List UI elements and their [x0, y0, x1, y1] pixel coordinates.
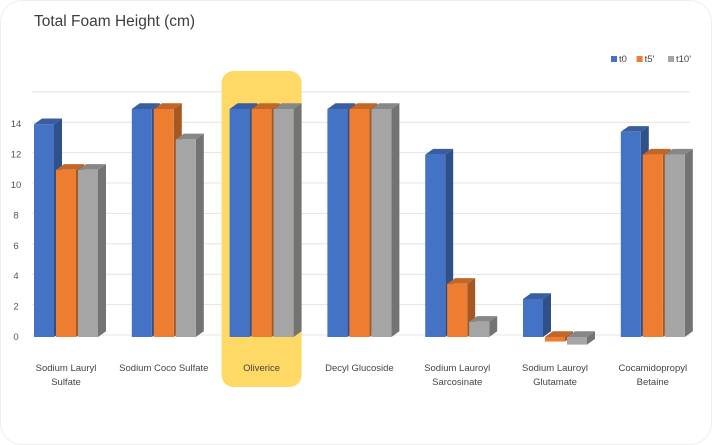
bar — [131, 109, 152, 337]
bar — [371, 109, 392, 337]
bar-top — [78, 164, 106, 170]
y-tick-label: 12 — [11, 150, 22, 161]
bar-top — [447, 278, 476, 284]
bar-top — [349, 103, 378, 109]
bar-top — [523, 293, 551, 299]
bar-top — [153, 103, 182, 109]
bar-side — [489, 316, 498, 337]
bar-top — [642, 148, 671, 155]
bar-side — [98, 164, 106, 337]
x-category-label: Sodium Lauroyl — [522, 363, 588, 374]
bar — [523, 299, 543, 337]
bar — [229, 109, 250, 337]
legend-label: t10' — [676, 54, 691, 65]
x-category-label: Betaine — [637, 377, 669, 388]
bar-top — [327, 103, 356, 109]
x-category-label: Sodium Coco Sulfate — [119, 363, 208, 374]
bar — [327, 109, 348, 337]
bar-top — [273, 103, 302, 109]
bar — [175, 139, 196, 337]
x-category-label: Decyl Glucoside — [325, 363, 394, 374]
x-category-label: Cocamidopropyl — [618, 363, 687, 374]
x-category-label: Oliverice — [243, 363, 280, 374]
x-category-label: Sarcosinate — [432, 377, 482, 388]
bar-top — [567, 331, 595, 337]
y-tick-label: 14 — [11, 119, 22, 130]
bar-top — [371, 103, 400, 109]
legend-swatch — [668, 56, 674, 62]
bar — [251, 109, 272, 337]
bar-top — [34, 118, 62, 125]
x-category-label: Glutamate — [533, 377, 577, 388]
bar-top — [131, 103, 160, 109]
bar — [545, 337, 565, 342]
bar — [425, 154, 446, 337]
legend-label: t0 — [619, 54, 627, 65]
bar — [78, 169, 98, 337]
bar — [56, 169, 76, 337]
bar-top — [175, 133, 204, 140]
bar-side — [391, 103, 400, 338]
bar — [153, 109, 174, 337]
bar-top — [469, 316, 498, 322]
legend-label: t5' — [645, 54, 655, 65]
y-tick-label: 6 — [13, 241, 18, 252]
y-tick-label: 8 — [13, 210, 18, 221]
bar-side — [543, 293, 551, 337]
legend-swatch — [636, 56, 643, 62]
bar — [642, 154, 663, 337]
bar-top — [620, 126, 649, 132]
bar-top — [425, 148, 454, 155]
y-tick-label: 10 — [11, 180, 22, 191]
bar-top — [545, 331, 573, 337]
bar — [447, 283, 468, 337]
bar — [273, 109, 294, 337]
bar — [664, 154, 685, 337]
x-category-label: Sodium Lauroyl — [424, 363, 490, 374]
bar — [469, 321, 490, 337]
y-tick-label: 0 — [13, 332, 18, 343]
bar — [620, 131, 641, 337]
legend-swatch — [611, 56, 617, 62]
x-category-label: Sodium Lauryl — [36, 363, 97, 374]
bar-top — [229, 103, 258, 109]
bar — [349, 109, 370, 337]
bar-top — [251, 103, 280, 109]
bar-side — [684, 148, 693, 337]
chart-title: Total Foam Height (cm) — [34, 13, 196, 30]
bar-top — [664, 148, 693, 155]
y-tick-label: 2 — [13, 302, 18, 313]
bar-top — [56, 164, 84, 170]
bar — [34, 124, 54, 337]
y-tick-label: 4 — [13, 271, 18, 282]
bar-side — [195, 133, 204, 337]
bar-side — [587, 331, 595, 345]
x-category-label: Sulfate — [51, 377, 81, 388]
bar-side — [293, 103, 302, 338]
bar — [567, 337, 587, 345]
